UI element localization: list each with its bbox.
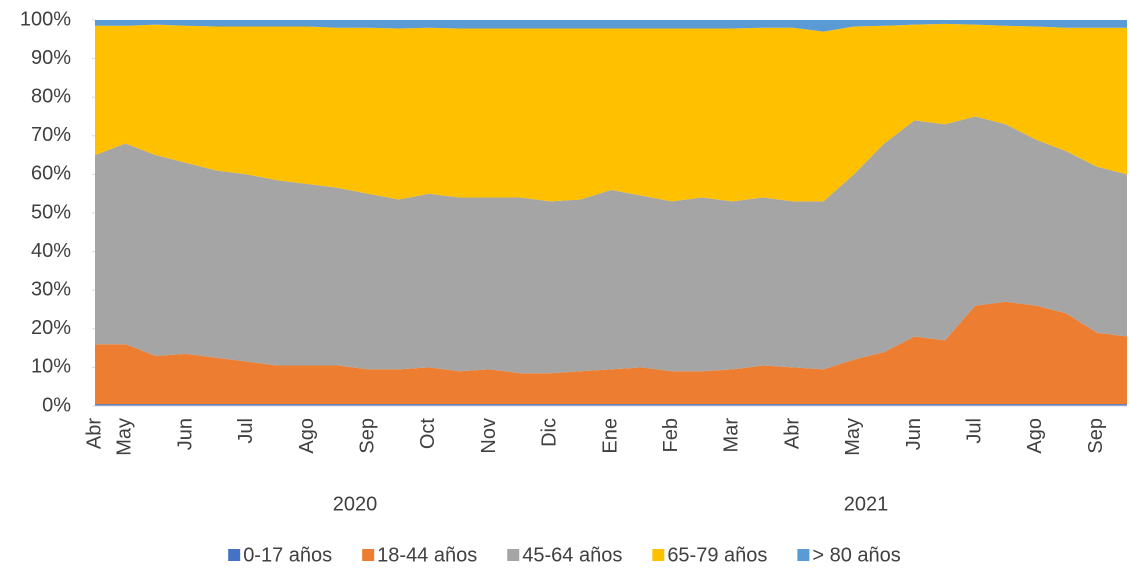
x-tick-label: Mar xyxy=(721,418,743,453)
x-tick-label: May xyxy=(114,418,136,456)
legend-swatch xyxy=(507,549,520,561)
year-label: 2021 xyxy=(844,493,889,515)
x-tick-label: Abr xyxy=(781,418,803,449)
area xyxy=(95,301,1127,405)
x-tick-label: Jul xyxy=(235,418,257,444)
x-tick-label: Jul xyxy=(964,418,986,444)
y-tick-label: 70% xyxy=(31,124,71,146)
y-tick-label: 20% xyxy=(31,317,71,339)
x-tick-label: Oct xyxy=(417,418,439,450)
y-tick-label: 60% xyxy=(31,163,71,185)
legend-swatch xyxy=(228,549,241,561)
legend-label: 0-17 años xyxy=(243,544,332,566)
x-tick-label: Ago xyxy=(296,418,318,454)
area xyxy=(95,116,1127,374)
legend-item: 0-17 años xyxy=(228,544,332,566)
x-tick-label: May xyxy=(842,418,864,456)
area xyxy=(95,20,1127,32)
plot-area xyxy=(95,20,1127,406)
x-tick-label: Ago xyxy=(1024,418,1046,454)
x-tick-label: Nov xyxy=(478,418,500,454)
x-tick-label: Abr xyxy=(83,418,105,449)
y-tick-label: 10% xyxy=(31,356,71,378)
legend-label: 65-79 años xyxy=(667,544,767,566)
y-tick-label: 80% xyxy=(31,85,71,107)
legend-label: 18-44 años xyxy=(377,544,477,566)
legend-item: 45-64 años xyxy=(507,544,622,566)
y-tick-label: 0% xyxy=(42,394,71,416)
x-tick-label: Jun xyxy=(174,418,196,450)
legend-item: 65-79 años xyxy=(652,544,767,566)
legend-label: > 80 años xyxy=(812,544,900,566)
x-tick-label: Dic xyxy=(539,418,561,447)
y-tick-label: 40% xyxy=(31,240,71,262)
year-label: 2020 xyxy=(333,493,378,515)
area xyxy=(95,23,1127,202)
legend: 0-17 años 18-44 años 45-64 años 65-79 años >… xyxy=(228,544,901,566)
x-tick-label: Sep xyxy=(356,418,378,454)
y-tick-label: 50% xyxy=(31,201,71,223)
legend-swatch xyxy=(362,549,375,561)
x-tick-label: Jun xyxy=(903,418,925,450)
x-tick-label: Feb xyxy=(660,418,682,452)
y-tick-label: 100% xyxy=(20,8,71,30)
legend-swatch xyxy=(652,549,665,561)
legend-item: 18-44 años xyxy=(362,544,477,566)
legend-label: 45-64 años xyxy=(522,544,622,566)
y-tick-label: 30% xyxy=(31,278,71,300)
x-tick-label: Ene xyxy=(599,418,621,454)
x-tick-label: Sep xyxy=(1085,418,1107,454)
legend-item: > 80 años xyxy=(797,544,901,566)
legend-swatch xyxy=(797,549,810,561)
y-tick-label: 90% xyxy=(31,47,71,69)
